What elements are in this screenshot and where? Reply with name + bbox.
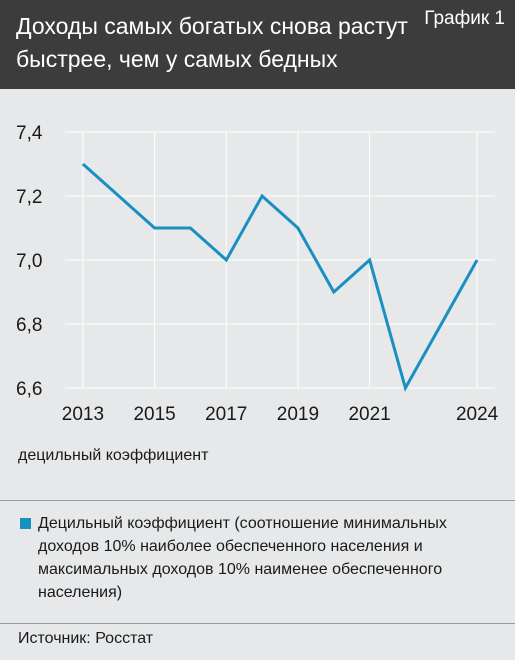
y-tick-labels: 6,6 6,8 7,0 7,2 7,4 xyxy=(16,123,43,400)
x-tick-label: 2013 xyxy=(62,404,104,425)
series-layer xyxy=(81,162,479,392)
series-line xyxy=(81,162,479,392)
x-tick-label: 2024 xyxy=(456,404,499,425)
x-tick-label: 2015 xyxy=(133,404,175,425)
x-tick-label: 2017 xyxy=(205,404,247,425)
y-axis-label: децильный коэффициент xyxy=(18,447,209,464)
source-note: Источник: Росстат xyxy=(18,630,154,647)
legend-swatch xyxy=(20,518,31,529)
line-chart: 6,6 6,8 7,0 7,2 7,4 2013 2015 2017 2019 2021 2024 xyxy=(16,123,499,425)
x-tick-labels: 2013 2015 2017 2019 2021 2024 xyxy=(62,404,499,425)
divider xyxy=(0,500,515,501)
x-tick-label: 2021 xyxy=(348,404,390,425)
header-bar: Доходы самых богатых снова растут быстре… xyxy=(0,0,515,89)
y-tick-label: 7,2 xyxy=(16,187,42,208)
x-tick-label: 2019 xyxy=(277,404,319,425)
chart-title: Доходы самых богатых снова растут быстре… xyxy=(16,13,408,72)
y-tick-label: 6,8 xyxy=(16,315,42,336)
figure-label: График 1 xyxy=(424,8,505,29)
grid-layer xyxy=(65,131,495,389)
legend-label: Децильный коэффициент (соотношение миним… xyxy=(38,515,447,601)
y-tick-label: 6,6 xyxy=(16,379,42,400)
y-tick-label: 7,0 xyxy=(16,251,42,272)
divider xyxy=(0,623,515,624)
y-tick-label: 7,4 xyxy=(16,123,43,144)
legend: Децильный коэффициент (соотношение миним… xyxy=(18,512,498,604)
